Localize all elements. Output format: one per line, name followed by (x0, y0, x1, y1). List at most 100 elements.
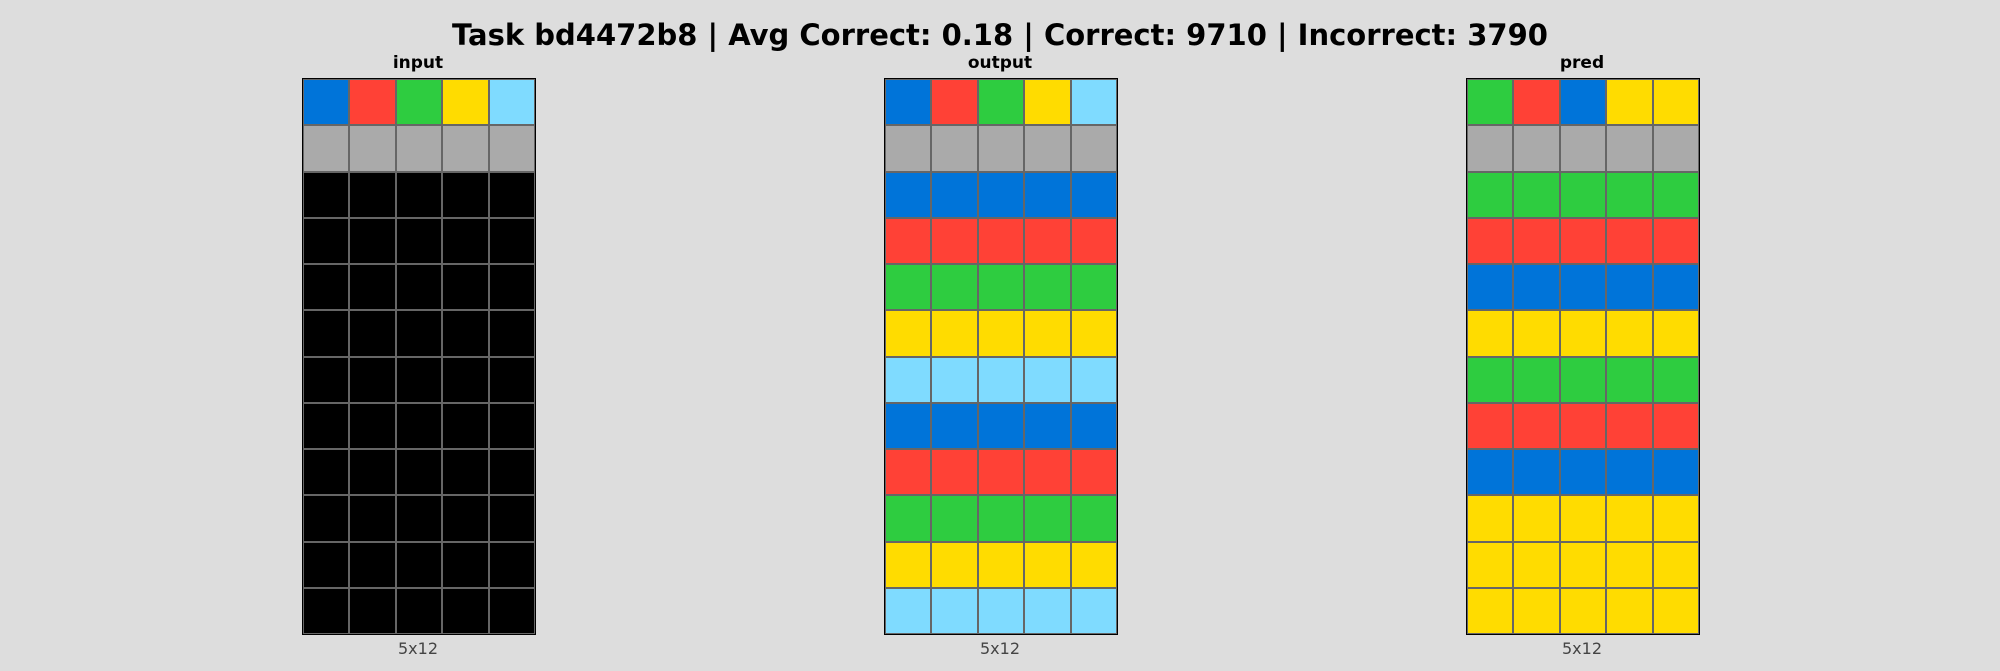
grid-cell (1024, 310, 1071, 357)
grid-cell (1467, 495, 1514, 542)
grid-cell (977, 217, 1025, 264)
grid-cell (1606, 217, 1653, 264)
grid-cell (885, 79, 932, 126)
grid-cell (1606, 449, 1653, 496)
grid-cell (977, 495, 1025, 542)
grid-cell (1652, 402, 1699, 449)
grid-cell (442, 217, 489, 264)
grid-cell (395, 356, 443, 403)
grid-cell (488, 171, 535, 218)
grid-cell (931, 310, 978, 357)
grid-cell (1070, 310, 1117, 357)
grid-cell (1024, 449, 1071, 496)
grid-cell (395, 310, 443, 357)
grid-cell (1024, 356, 1071, 403)
grid-cell (1652, 310, 1699, 357)
grid-cell (303, 171, 350, 218)
grid-cell (303, 356, 350, 403)
grid-cell (488, 449, 535, 496)
grid-cell (488, 79, 535, 126)
grid-cell (1652, 125, 1699, 172)
output-panel: output 5x12 (884, 52, 1118, 658)
grid-cell (1652, 541, 1699, 588)
grid-cell (1513, 125, 1560, 172)
grid-cell (931, 171, 978, 218)
grid-cell (442, 495, 489, 542)
grid-cell (1652, 495, 1699, 542)
grid-cell (349, 495, 396, 542)
grid-cell (488, 264, 535, 311)
grid-cell (1606, 310, 1653, 357)
grid-cell (1024, 495, 1071, 542)
grid-cell (1606, 356, 1653, 403)
grid-cell (1513, 264, 1560, 311)
grid-cell (303, 402, 350, 449)
grid-cell (977, 171, 1025, 218)
grid-cell (931, 541, 978, 588)
grid-cell (1652, 449, 1699, 496)
grid-cell (1606, 402, 1653, 449)
pred-dims: 5x12 (1561, 639, 1602, 658)
grid-cell (349, 402, 396, 449)
grid-cell (1652, 356, 1699, 403)
grid-cell (1467, 449, 1514, 496)
grid-cell (349, 449, 396, 496)
grid-cell (395, 495, 443, 542)
grid-cell (488, 310, 535, 357)
grid-cell (395, 125, 443, 172)
pred-label: pred (1559, 53, 1605, 73)
grid-cell (303, 125, 350, 172)
grid-cell (1467, 356, 1514, 403)
grid-cell (442, 449, 489, 496)
grid-cell (1467, 310, 1514, 357)
grid-cell (1070, 402, 1117, 449)
output-dims: 5x12 (979, 639, 1020, 658)
grid-cell (1467, 125, 1514, 172)
grid-cell (442, 541, 489, 588)
grid-cell (442, 171, 489, 218)
grid-cell (1070, 541, 1117, 588)
grid-cell (931, 217, 978, 264)
grid-cell (349, 587, 396, 634)
grid-cell (1559, 541, 1607, 588)
grid-cell (977, 587, 1025, 634)
grid-cell (1606, 264, 1653, 311)
grid-cell (349, 171, 396, 218)
input-label: input (392, 53, 444, 73)
figure-title: Task bd4472b8 | Avg Correct: 0.18 | Corr… (452, 18, 1548, 52)
grid-cell (488, 587, 535, 634)
grid-cell (1467, 171, 1514, 218)
grid-cell (977, 541, 1025, 588)
grid-cell (1024, 125, 1071, 172)
grid-cell (442, 356, 489, 403)
grid-cell (1606, 171, 1653, 218)
pred-grid (1466, 78, 1700, 635)
grid-cell (1513, 217, 1560, 264)
grid-cell (1652, 79, 1699, 126)
grid-cell (395, 171, 443, 218)
grid-cell (488, 541, 535, 588)
input-grid (302, 78, 536, 635)
grid-cell (303, 541, 350, 588)
grid-cell (1467, 587, 1514, 634)
grid-cell (1606, 495, 1653, 542)
grid-cell (1467, 79, 1514, 126)
grid-cell (1513, 356, 1560, 403)
grid-cell (349, 541, 396, 588)
output-label: output (967, 53, 1033, 73)
grid-cell (303, 310, 350, 357)
grid-cell (1467, 402, 1514, 449)
grid-cell (885, 264, 932, 311)
grid-cell (395, 587, 443, 634)
grid-cell (442, 310, 489, 357)
grid-cell (1606, 541, 1653, 588)
grid-cell (885, 356, 932, 403)
grid-cell (303, 264, 350, 311)
grid-cell (1606, 125, 1653, 172)
grid-cell (931, 587, 978, 634)
grid-cell (931, 264, 978, 311)
grid-cell (1652, 587, 1699, 634)
grid-cell (1559, 125, 1607, 172)
grid-cell (1024, 217, 1071, 264)
grid-cell (395, 402, 443, 449)
